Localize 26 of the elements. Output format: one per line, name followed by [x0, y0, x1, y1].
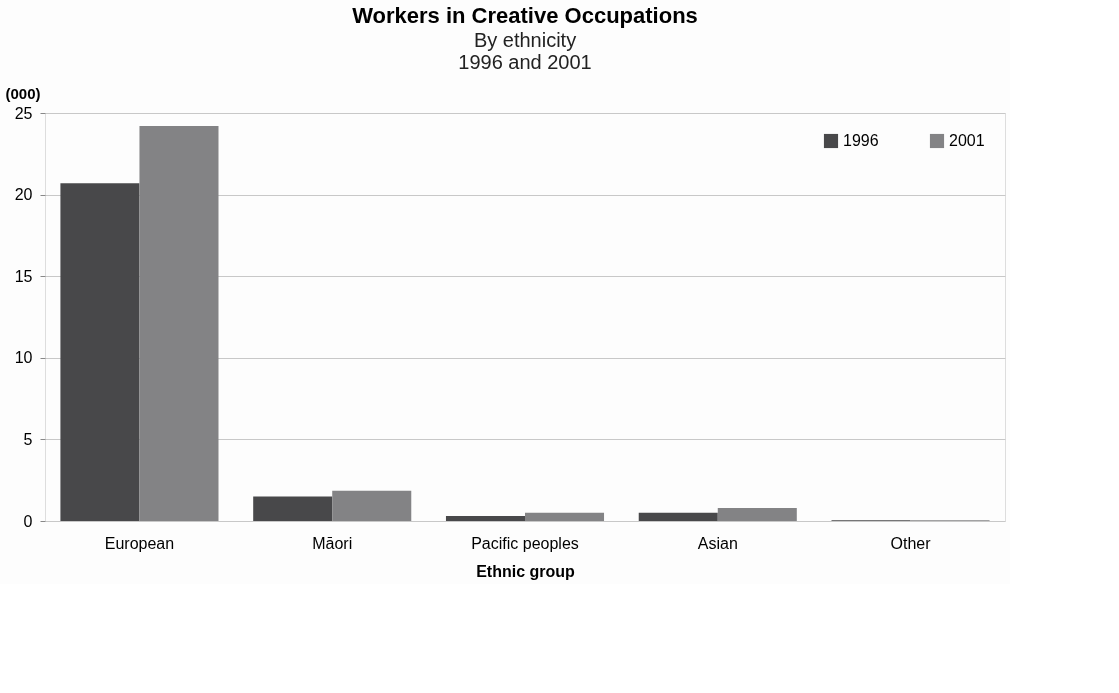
- x-tick-label: European: [104, 534, 175, 552]
- y-tick-label: 5: [23, 430, 33, 448]
- bar: [60, 183, 140, 521]
- bar: [445, 516, 525, 521]
- bar: [332, 490, 412, 521]
- y-axis-title: (000): [5, 84, 41, 102]
- chart-title: Workers in Creative Occupations: [352, 3, 698, 28]
- y-tick-label: 0: [23, 512, 33, 530]
- y-tick-label: 25: [14, 104, 33, 122]
- x-tick-label: Māori: [312, 534, 353, 552]
- x-tick-label: Other: [890, 534, 932, 552]
- bar: [717, 507, 797, 521]
- text: 1996 and 2001: [458, 51, 592, 73]
- legend-label: 1996: [843, 132, 879, 149]
- chart-subtitle: By ethnicity: [473, 29, 577, 51]
- y-tick-label: 10: [14, 349, 33, 367]
- bar: [139, 126, 219, 521]
- x-axis-title: Ethnic group: [476, 562, 576, 580]
- bar: [525, 512, 605, 521]
- y-tick-label: 20: [14, 186, 33, 204]
- bar: [253, 496, 333, 521]
- y-tick-label: 15: [14, 267, 33, 285]
- x-tick-label: Asian: [697, 534, 738, 552]
- bar: [638, 512, 718, 521]
- x-tick-label: Pacific peoples: [471, 534, 579, 552]
- legend-label: 2001: [949, 132, 985, 149]
